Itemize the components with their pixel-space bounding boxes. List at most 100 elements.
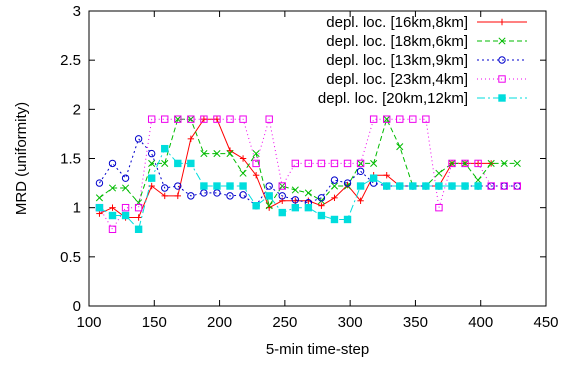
x-tick-label: 200 <box>207 314 232 331</box>
data-point-4-14 <box>265 115 273 123</box>
legend-marker-5 <box>498 94 506 102</box>
x-tick-label: 450 <box>533 314 558 331</box>
legend-label-1: depl. loc. [16km,8km] <box>326 14 468 31</box>
data-point-5-26 <box>422 182 430 190</box>
data-point-5-29 <box>461 182 469 190</box>
data-point-3-15 <box>278 192 286 200</box>
data-point-5-10 <box>213 182 221 190</box>
legend-entry-2: depl. loc. [18km,6km] <box>326 33 527 50</box>
y-tick-label: 2.5 <box>60 52 81 69</box>
data-point-5-4 <box>134 225 143 234</box>
data-point-3-7 <box>174 182 182 190</box>
legend-label-4: depl. loc. [23km,4km] <box>326 71 468 88</box>
data-point-4-4 <box>134 203 143 212</box>
data-point-2-32 <box>500 159 508 167</box>
data-point-2-3 <box>122 184 130 192</box>
data-point-4-9 <box>200 115 208 123</box>
data-point-4-17 <box>304 159 313 168</box>
x-tick-label: 350 <box>403 314 428 331</box>
axes: 100 150 200 250 300 350 400 450 0 0.5 1 1.5 2 2.5 3 5-m… <box>13 3 559 358</box>
data-point-2-11 <box>226 150 234 158</box>
data-point-2-17 <box>304 189 312 197</box>
data-point-2-22 <box>370 159 378 167</box>
data-point-3-16 <box>291 196 300 204</box>
legend-marker-3 <box>498 56 506 64</box>
data-point-5-3 <box>121 211 130 220</box>
legend-label-3: depl. loc. [13km,9km] <box>326 52 468 69</box>
data-point-5-5 <box>147 174 156 182</box>
y-tick-label: 1 <box>73 200 81 217</box>
data-point-4-2 <box>108 225 117 234</box>
data-point-3-6 <box>161 184 169 192</box>
data-point-5-11 <box>226 182 234 190</box>
plot-frame <box>88 10 547 307</box>
data-point-3-8 <box>187 192 195 200</box>
plot-area <box>95 115 521 234</box>
x-tick-label: 300 <box>338 314 363 331</box>
data-point-4-11 <box>226 115 234 123</box>
data-point-2-27 <box>435 169 443 177</box>
legend: depl. loc. [16km,8km] depl. loc. [18km,6k… <box>318 14 527 107</box>
data-point-5-17 <box>304 203 313 212</box>
data-point-4-12 <box>239 115 247 123</box>
data-point-2-16 <box>291 186 299 194</box>
data-point-1-11 <box>226 147 234 154</box>
y-tick-label: 1.5 <box>60 151 81 168</box>
y-tick-label: 0.5 <box>60 249 81 266</box>
data-point-4-23 <box>383 115 391 123</box>
data-point-4-24 <box>396 115 404 123</box>
data-point-5-14 <box>265 192 273 200</box>
data-point-1-9 <box>200 115 208 123</box>
data-point-5-2 <box>108 211 117 220</box>
data-point-3-18 <box>317 194 326 202</box>
data-point-3-21 <box>356 167 365 175</box>
data-point-2-14 <box>265 202 273 210</box>
data-point-1-1 <box>96 210 103 217</box>
data-point-2-7 <box>174 115 182 123</box>
data-point-4-20 <box>343 159 352 168</box>
data-point-3-3 <box>121 174 130 182</box>
data-point-5-20 <box>343 215 352 224</box>
legend-entry-4: depl. loc. [23km,4km] <box>326 71 527 88</box>
data-point-2-2 <box>108 184 117 192</box>
y-tick-label: 2 <box>73 101 81 118</box>
data-point-1-21 <box>357 197 364 204</box>
data-point-1-19 <box>331 194 338 202</box>
series-5 <box>95 144 482 234</box>
data-point-5-25 <box>409 182 417 190</box>
data-point-2-33 <box>513 159 521 167</box>
data-point-5-27 <box>435 182 443 190</box>
data-point-4-13 <box>252 159 260 168</box>
data-point-4-7 <box>174 115 182 123</box>
data-point-4-31 <box>487 182 495 190</box>
data-point-4-15 <box>278 182 286 190</box>
data-point-2-4 <box>135 199 143 207</box>
data-point-5-23 <box>383 182 391 190</box>
data-point-4-6 <box>161 115 169 123</box>
data-point-2-30 <box>474 176 482 184</box>
data-point-4-21 <box>356 159 365 168</box>
data-point-4-29 <box>461 159 469 168</box>
data-point-5-24 <box>396 182 404 190</box>
data-point-4-5 <box>147 115 156 123</box>
data-point-5-12 <box>239 182 247 190</box>
data-point-1-23 <box>383 172 390 179</box>
data-point-5-18 <box>317 211 326 220</box>
data-point-2-23 <box>383 115 391 123</box>
y-axis-label: MRD (uniformity) <box>13 102 30 215</box>
data-point-3-5 <box>147 149 156 158</box>
data-point-4-28 <box>448 159 456 168</box>
data-point-4-8 <box>187 115 195 123</box>
data-point-4-10 <box>213 115 221 123</box>
x-tick-label: 150 <box>142 314 167 331</box>
data-point-4-25 <box>409 115 417 123</box>
data-point-2-1 <box>95 194 103 202</box>
data-point-3-4 <box>134 135 143 143</box>
data-point-5-7 <box>174 159 182 168</box>
data-point-2-31 <box>487 159 495 167</box>
series-2 <box>95 115 521 210</box>
data-point-4-27 <box>435 203 443 212</box>
data-point-1-4 <box>135 214 142 221</box>
data-point-5-6 <box>161 144 169 153</box>
data-point-5-9 <box>200 182 208 190</box>
